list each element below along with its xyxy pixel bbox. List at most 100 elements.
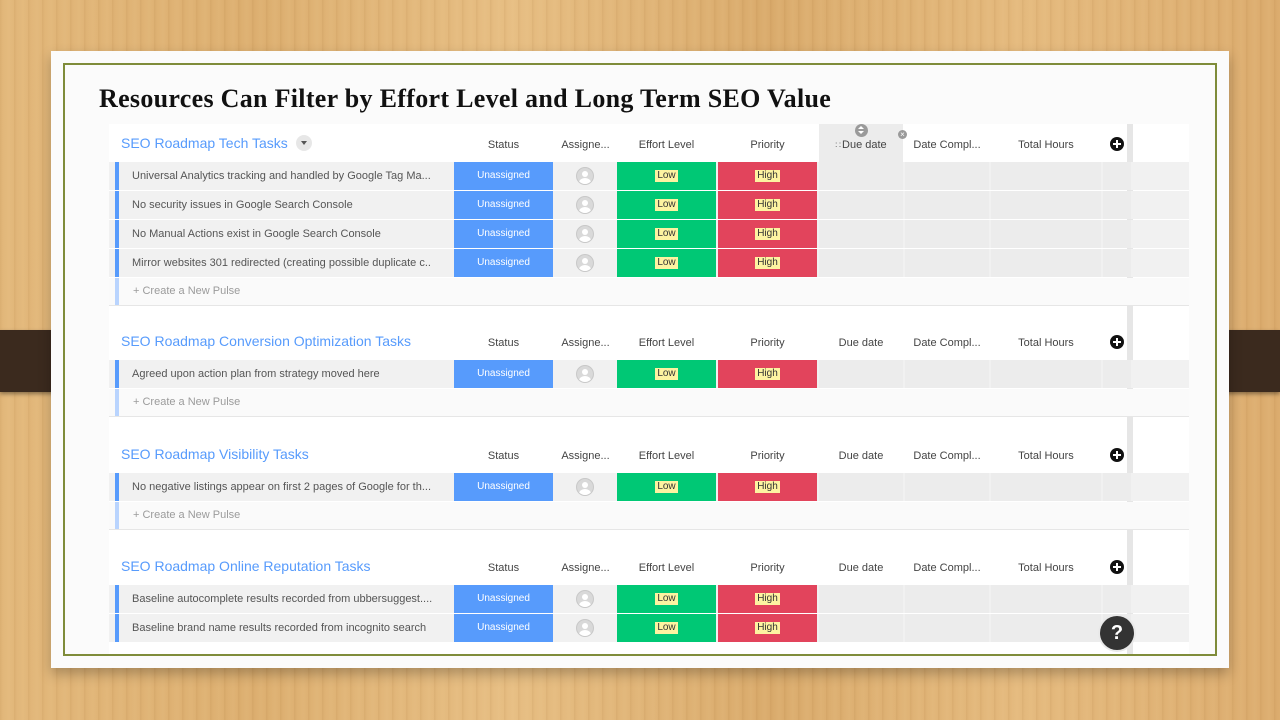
pulse-name[interactable]: Agreed upon action plan from strategy mo… [132, 368, 380, 380]
status-cell[interactable]: Unassigned [454, 191, 553, 219]
create-pulse-row[interactable]: + Create a New Pulse [109, 502, 1189, 530]
column-header-date-completed[interactable]: Date Compl... [905, 139, 989, 151]
due-date-cell[interactable] [819, 473, 903, 501]
table-row[interactable]: Universal Analytics tracking and handled… [109, 162, 1189, 190]
effort-level-cell[interactable]: Low [617, 220, 716, 248]
assignee-cell[interactable] [555, 360, 616, 388]
assignee-cell[interactable] [555, 585, 616, 613]
effort-level-cell[interactable]: Low [617, 614, 716, 642]
status-cell[interactable]: Unassigned [454, 162, 553, 190]
total-hours-cell[interactable] [991, 191, 1101, 219]
column-header-priority[interactable]: Priority [718, 562, 817, 574]
status-cell[interactable]: Unassigned [454, 585, 553, 613]
due-date-cell[interactable] [819, 162, 903, 190]
table-row[interactable]: Baseline brand name results recorded fro… [109, 614, 1189, 642]
create-pulse-row[interactable]: + Create a New Pulse [109, 389, 1189, 417]
sort-icon[interactable] [855, 124, 868, 137]
column-header-priority[interactable]: Priority [718, 450, 817, 462]
date-completed-cell[interactable] [905, 614, 989, 642]
due-date-cell[interactable] [819, 614, 903, 642]
effort-level-cell[interactable]: Low [617, 360, 716, 388]
pulse-name[interactable]: Baseline brand name results recorded fro… [132, 622, 427, 634]
column-header-due-date[interactable]: Due date [819, 562, 903, 574]
column-header-status[interactable]: Status [454, 450, 553, 462]
assignee-cell[interactable] [555, 614, 616, 642]
table-row[interactable]: Mirror websites 301 redirected (creating… [109, 249, 1189, 277]
column-header-status[interactable]: Status [454, 337, 553, 349]
assignee-cell[interactable] [555, 162, 616, 190]
column-header-effort-level[interactable]: Effort Level [617, 450, 716, 462]
assignee-cell[interactable] [555, 220, 616, 248]
table-row[interactable]: No negative listings appear on first 2 p… [109, 473, 1189, 501]
column-header-effort-level[interactable]: Effort Level [617, 337, 716, 349]
status-cell[interactable]: Unassigned [454, 473, 553, 501]
column-header-status[interactable]: Status [454, 139, 553, 151]
column-header-due-date[interactable]: Due date [819, 337, 903, 349]
column-header-assignee[interactable]: Assigne... [555, 562, 616, 574]
effort-level-cell[interactable]: Low [617, 162, 716, 190]
column-header-total-hours[interactable]: Total Hours [991, 450, 1101, 462]
column-header-assignee[interactable]: Assigne... [555, 337, 616, 349]
status-cell[interactable]: Unassigned [454, 249, 553, 277]
total-hours-cell[interactable] [991, 585, 1101, 613]
total-hours-cell[interactable] [991, 614, 1101, 642]
pulse-name[interactable]: No Manual Actions exist in Google Search… [132, 228, 381, 240]
assignee-cell[interactable] [555, 473, 616, 501]
column-header-status[interactable]: Status [454, 562, 553, 574]
column-header-priority[interactable]: Priority [718, 139, 817, 151]
priority-cell[interactable]: High [718, 360, 817, 388]
close-icon[interactable]: × [898, 130, 907, 139]
pulse-name[interactable]: Mirror websites 301 redirected (creating… [132, 257, 432, 269]
due-date-cell[interactable] [819, 360, 903, 388]
date-completed-cell[interactable] [905, 360, 989, 388]
due-date-cell[interactable] [819, 220, 903, 248]
column-header-effort-level[interactable]: Effort Level [617, 139, 716, 151]
column-header-total-hours[interactable]: Total Hours [991, 139, 1101, 151]
date-completed-cell[interactable] [905, 162, 989, 190]
assignee-cell[interactable] [555, 191, 616, 219]
table-row[interactable]: Baseline autocomplete results recorded f… [109, 585, 1189, 613]
priority-cell[interactable]: High [718, 162, 817, 190]
chevron-down-icon[interactable] [295, 135, 312, 152]
column-header-date-completed[interactable]: Date Compl... [905, 562, 989, 574]
priority-cell[interactable]: High [718, 585, 817, 613]
column-header-assignee[interactable]: Assigne... [555, 139, 616, 151]
table-row[interactable]: Agreed upon action plan from strategy mo… [109, 360, 1189, 388]
date-completed-cell[interactable] [905, 249, 989, 277]
date-completed-cell[interactable] [905, 473, 989, 501]
status-cell[interactable]: Unassigned [454, 220, 553, 248]
priority-cell[interactable]: High [718, 614, 817, 642]
group-title[interactable]: SEO Roadmap Tech Tasks [121, 135, 312, 152]
effort-level-cell[interactable]: Low [617, 191, 716, 219]
create-pulse-label[interactable]: + Create a New Pulse [133, 285, 241, 297]
drag-handle-icon[interactable]: ∷ [835, 140, 841, 150]
add-column-icon[interactable] [1110, 335, 1124, 349]
pulse-name[interactable]: No negative listings appear on first 2 p… [132, 481, 432, 493]
date-completed-cell[interactable] [905, 585, 989, 613]
column-header-date-completed[interactable]: Date Compl... [905, 450, 989, 462]
column-header-total-hours[interactable]: Total Hours [991, 562, 1101, 574]
priority-cell[interactable]: High [718, 249, 817, 277]
column-header-priority[interactable]: Priority [718, 337, 817, 349]
column-header-assignee[interactable]: Assigne... [555, 450, 616, 462]
total-hours-cell[interactable] [991, 249, 1101, 277]
date-completed-cell[interactable] [905, 191, 989, 219]
status-cell[interactable]: Unassigned [454, 360, 553, 388]
create-pulse-label[interactable]: + Create a New Pulse [133, 396, 241, 408]
assignee-cell[interactable] [555, 249, 616, 277]
group-title[interactable]: SEO Roadmap Conversion Optimization Task… [121, 333, 411, 349]
total-hours-cell[interactable] [991, 220, 1101, 248]
add-column-icon[interactable] [1110, 137, 1124, 151]
priority-cell[interactable]: High [718, 191, 817, 219]
add-column-icon[interactable] [1110, 560, 1124, 574]
add-column-icon[interactable] [1110, 448, 1124, 462]
priority-cell[interactable]: High [718, 220, 817, 248]
total-hours-cell[interactable] [991, 473, 1101, 501]
pulse-name[interactable]: Baseline autocomplete results recorded f… [132, 593, 432, 605]
total-hours-cell[interactable] [991, 162, 1101, 190]
due-date-cell[interactable] [819, 249, 903, 277]
pulse-name[interactable]: No security issues in Google Search Cons… [132, 199, 353, 211]
column-header-effort-level[interactable]: Effort Level [617, 562, 716, 574]
due-date-cell[interactable] [819, 191, 903, 219]
column-header-total-hours[interactable]: Total Hours [991, 337, 1101, 349]
